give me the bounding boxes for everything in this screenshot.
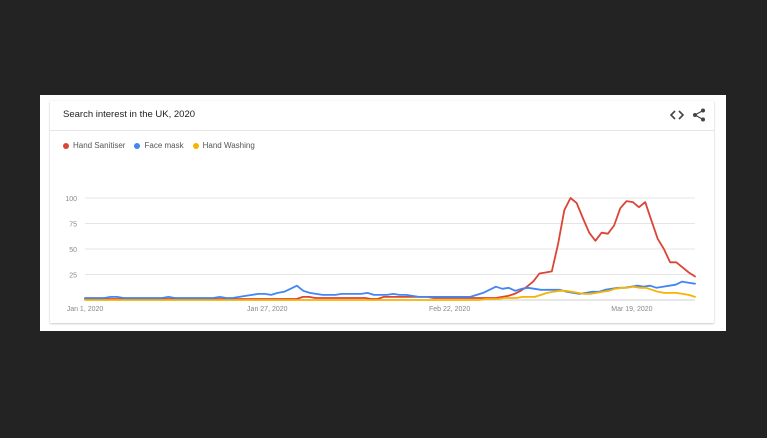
x-tick-label: Feb 22, 2020 [429,306,470,313]
y-tick-label: 75 [69,222,77,229]
chart-card: Search interest in the UK, 2020 Han [50,101,714,323]
series-line-face-mask [85,282,695,298]
y-tick-label: 100 [65,196,77,203]
x-tick-label: Jan 1, 2020 [67,306,104,313]
y-tick-label: 25 [69,273,77,280]
screenshot-frame: Search interest in the UK, 2020 Han [40,95,726,331]
x-tick-label: Mar 19, 2020 [611,306,652,313]
line-chart: 25 50 75 100 Jan 1, 2020 Jan 27, 2020 Feb 22, … [50,101,714,323]
x-tick-label: Jan 27, 2020 [247,306,288,313]
y-tick-label: 50 [69,247,77,254]
